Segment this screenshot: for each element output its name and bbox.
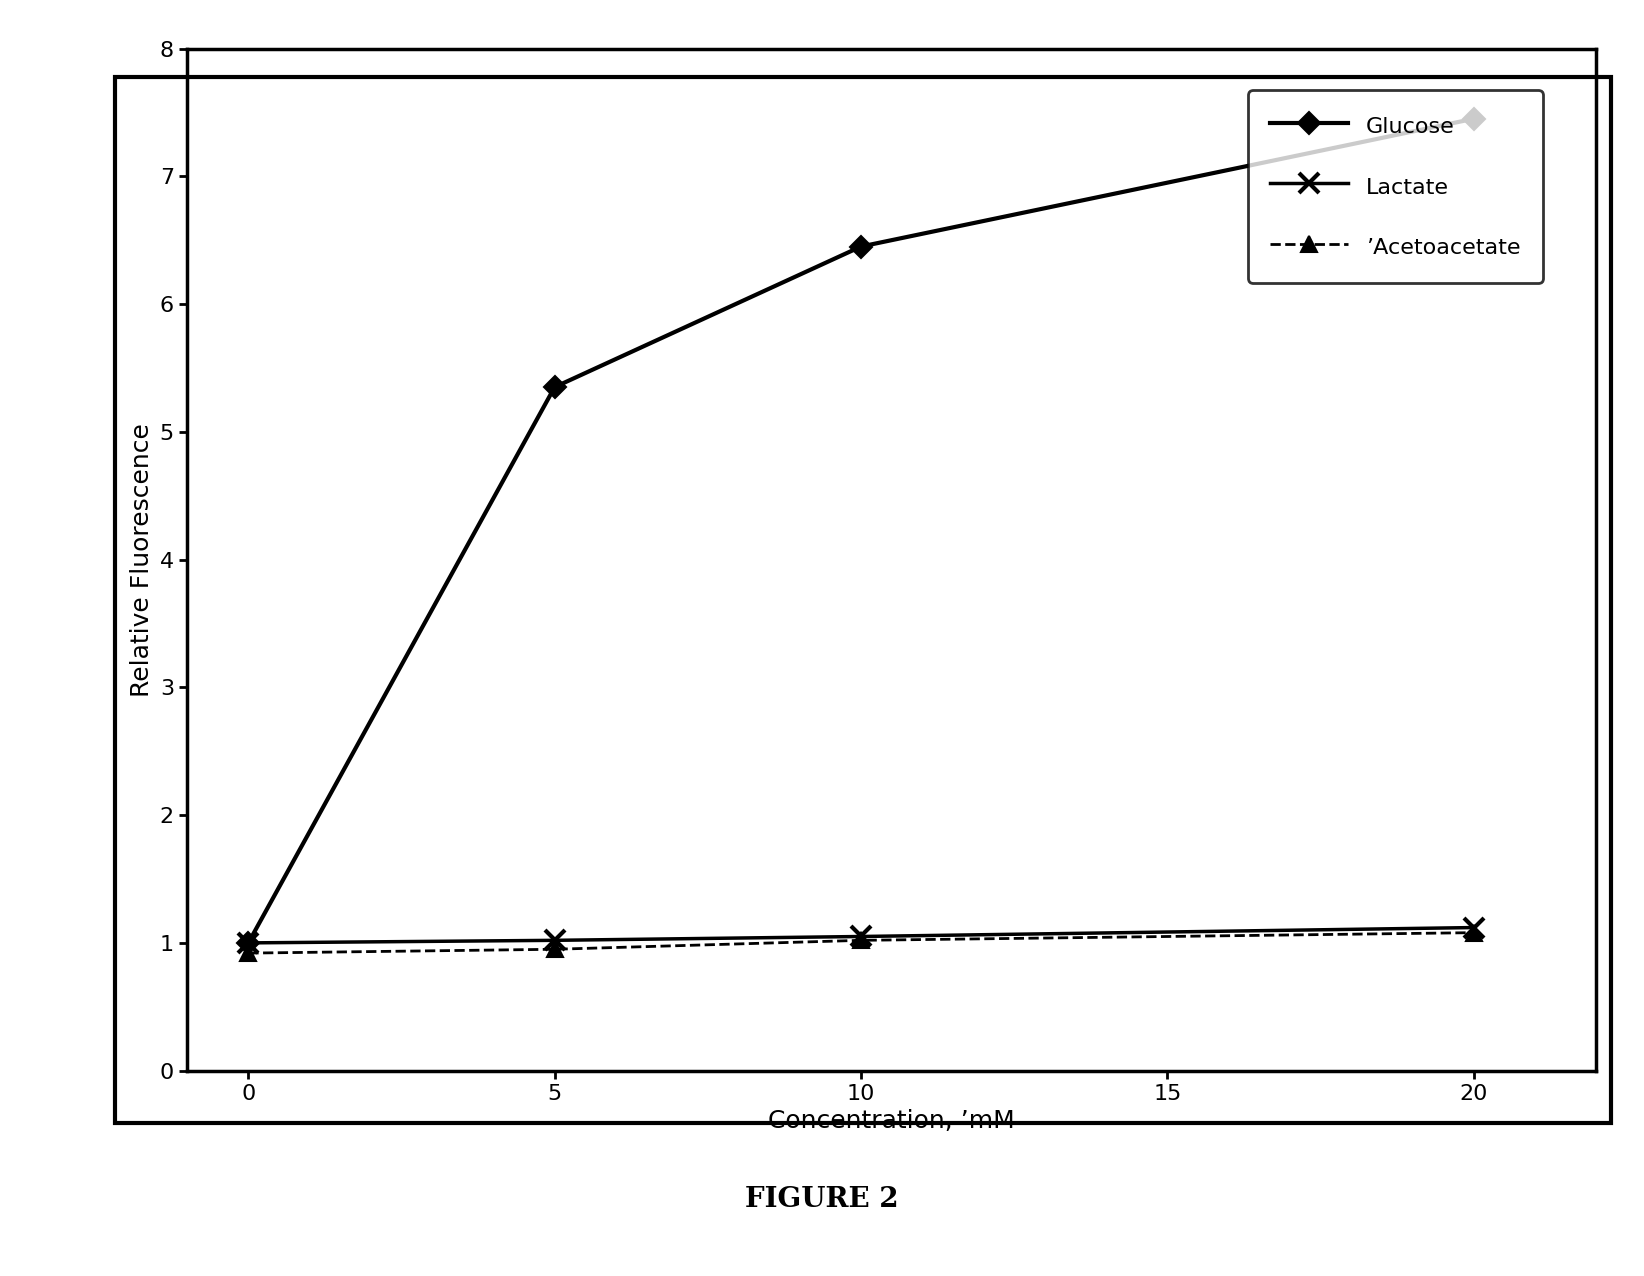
Line: ’Acetoacetate: ’Acetoacetate xyxy=(240,925,1481,961)
Glucose xyxy=(238,935,258,951)
Glucose xyxy=(544,379,564,394)
Glucose xyxy=(1463,111,1483,126)
Lactate xyxy=(238,935,258,951)
Line: Lactate: Lactate xyxy=(238,917,1483,953)
Line: Glucose: Glucose xyxy=(240,111,1481,951)
Lactate xyxy=(544,933,564,948)
X-axis label: Concentration, ’mM: Concentration, ’mM xyxy=(768,1109,1014,1133)
Text: FIGURE 2: FIGURE 2 xyxy=(745,1185,899,1213)
’Acetoacetate xyxy=(238,946,258,961)
’Acetoacetate xyxy=(1463,925,1483,940)
Legend: Glucose, Lactate, ’Acetoacetate: Glucose, Lactate, ’Acetoacetate xyxy=(1248,91,1542,283)
’Acetoacetate xyxy=(544,942,564,957)
’Acetoacetate xyxy=(852,933,871,948)
Lactate xyxy=(1463,920,1483,935)
Y-axis label: Relative Fluorescence: Relative Fluorescence xyxy=(130,422,155,697)
Lactate xyxy=(852,929,871,944)
Glucose xyxy=(852,239,871,254)
